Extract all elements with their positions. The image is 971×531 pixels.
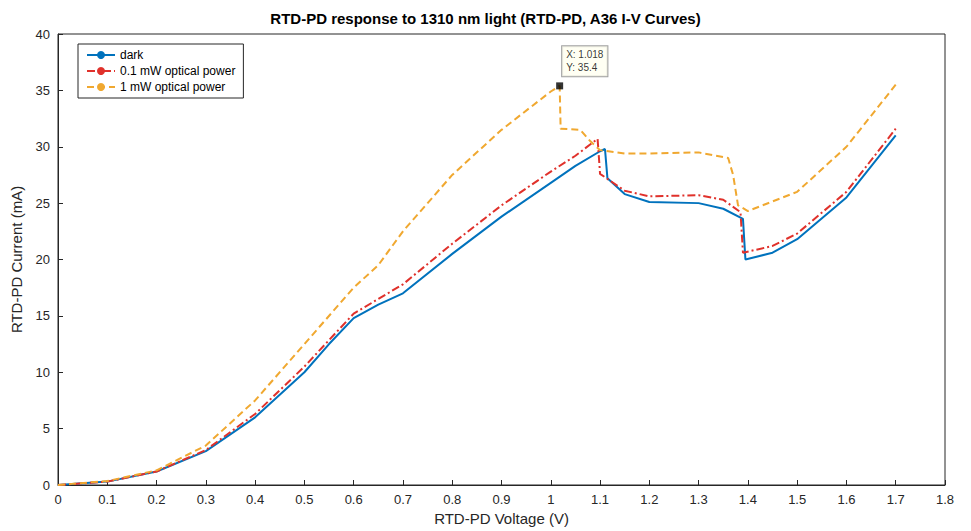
svg-text:0.7: 0.7: [394, 492, 412, 507]
svg-text:0.5: 0.5: [295, 492, 313, 507]
svg-text:1.3: 1.3: [690, 492, 708, 507]
svg-text:0.1 mW optical power: 0.1 mW optical power: [120, 64, 235, 78]
svg-text:0.3: 0.3: [197, 492, 215, 507]
svg-text:0.4: 0.4: [246, 492, 264, 507]
svg-text:RTD-PD response to 1310 nm lig: RTD-PD response to 1310 nm light (RTD-PD…: [270, 10, 700, 27]
svg-text:RTD-PD Voltage (V): RTD-PD Voltage (V): [434, 510, 569, 527]
svg-text:0.6: 0.6: [345, 492, 363, 507]
svg-text:RTD-PD Current (mA): RTD-PD Current (mA): [8, 186, 25, 333]
svg-text:1.6: 1.6: [837, 492, 855, 507]
svg-text:1.1: 1.1: [591, 492, 609, 507]
svg-text:1.8: 1.8: [936, 492, 954, 507]
svg-text:1 mW optical power: 1 mW optical power: [120, 80, 225, 94]
svg-text:0.1: 0.1: [98, 492, 116, 507]
svg-text:0.9: 0.9: [492, 492, 510, 507]
svg-text:10: 10: [36, 365, 50, 380]
svg-text:30: 30: [36, 139, 50, 154]
svg-text:0.2: 0.2: [148, 492, 166, 507]
svg-text:20: 20: [36, 252, 50, 267]
svg-text:1.7: 1.7: [887, 492, 905, 507]
svg-text:5: 5: [43, 421, 50, 436]
svg-text:0: 0: [54, 492, 61, 507]
svg-text:1.4: 1.4: [739, 492, 757, 507]
svg-text:1.2: 1.2: [640, 492, 658, 507]
svg-text:35: 35: [36, 83, 50, 98]
svg-text:X: 1.018: X: 1.018: [566, 49, 604, 60]
svg-text:15: 15: [36, 308, 50, 323]
svg-text:dark: dark: [120, 48, 144, 62]
svg-text:25: 25: [36, 196, 50, 211]
svg-text:Y: 35.4: Y: 35.4: [566, 62, 598, 73]
svg-text:0.8: 0.8: [443, 492, 461, 507]
svg-text:1: 1: [547, 492, 554, 507]
svg-text:0: 0: [43, 478, 50, 493]
svg-text:1.5: 1.5: [788, 492, 806, 507]
svg-text:40: 40: [36, 27, 50, 42]
